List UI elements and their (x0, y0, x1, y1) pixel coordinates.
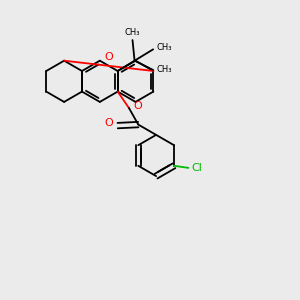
Text: O: O (104, 118, 113, 128)
Text: O: O (104, 52, 113, 62)
Text: Cl: Cl (191, 163, 202, 173)
Text: CH₃: CH₃ (156, 43, 172, 52)
Text: CH₃: CH₃ (156, 65, 172, 74)
Text: O: O (133, 101, 142, 111)
Text: CH₃: CH₃ (125, 28, 140, 37)
